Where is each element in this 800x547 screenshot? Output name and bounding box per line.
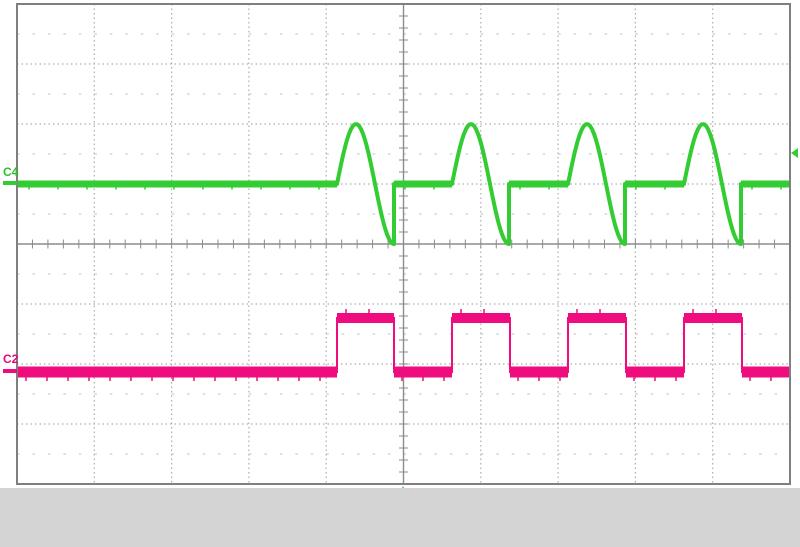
trigger-level-marker[interactable] xyxy=(791,148,798,158)
graticule-border xyxy=(16,3,791,485)
c4-trace-label[interactable]: C4 xyxy=(3,165,19,179)
c4-offset-marker[interactable] xyxy=(3,181,17,185)
c2-trace-label[interactable]: C2 xyxy=(3,352,19,366)
c2-offset-marker[interactable] xyxy=(3,369,17,373)
status-bar: C2 DC1M 5.00 V/div -10.10 V ofst C4 FLT … xyxy=(0,488,800,547)
